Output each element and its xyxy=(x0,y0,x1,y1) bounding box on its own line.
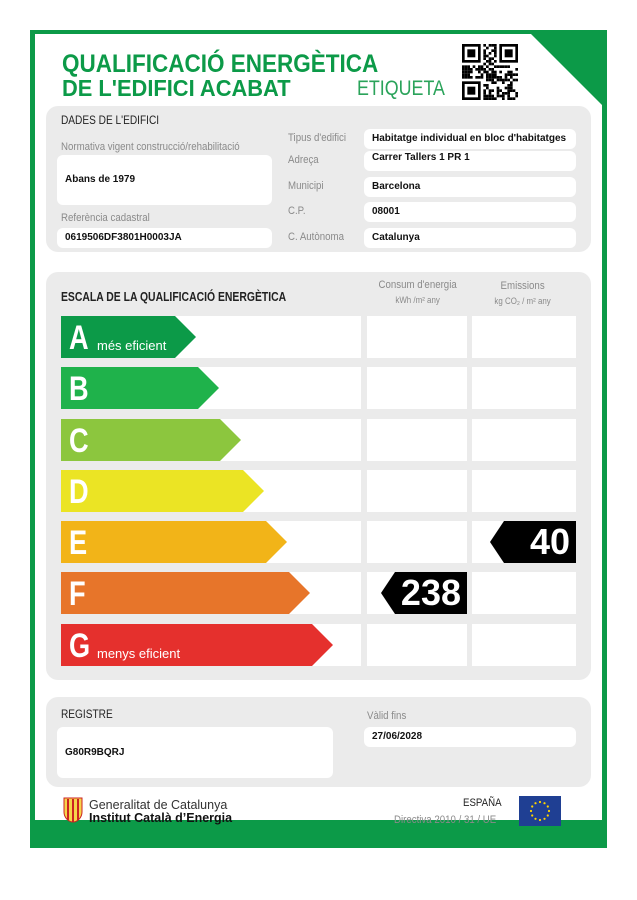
label-etiqueta: ETIQUETA xyxy=(357,77,445,100)
rating-letter: E xyxy=(69,524,88,562)
cadastral-label: Referència cadastral xyxy=(61,212,150,224)
energy-column-unit: kWh /m² any xyxy=(395,295,440,305)
field-label: C.P. xyxy=(288,205,306,217)
field-value: Habitatge individual en bloc d'habitatge… xyxy=(364,129,576,149)
field-label: Tipus d'edifici xyxy=(288,132,346,144)
scale-section-title: ESCALA DE LA QUALIFICACIÓ ENERGÈTICA xyxy=(61,289,287,304)
energy-cell xyxy=(367,419,467,461)
field-value: Carrer Tallers 1 PR 1 xyxy=(364,151,576,171)
qr-code-icon xyxy=(462,44,518,100)
title-line1: QUALIFICACIÓ ENERGÈTICA xyxy=(62,50,379,78)
rating-letter: D xyxy=(69,473,89,511)
register-value: G80R9BQRJ xyxy=(57,727,333,778)
rating-letter: G xyxy=(69,627,91,665)
building-section-title: DADES DE L'EDIFICI xyxy=(61,115,160,127)
energy-cell xyxy=(367,521,467,563)
valid-until-label: Vàlid fins xyxy=(367,710,407,722)
energy-cell xyxy=(367,624,467,666)
emissions-column-unit: kg CO₂ / m² any xyxy=(494,296,551,306)
org-generalitat: Generalitat de Catalunya xyxy=(89,798,228,812)
rating-letter: B xyxy=(69,370,89,408)
emissions-column-title: Emissions xyxy=(500,280,545,292)
field-label: Municipi xyxy=(288,180,324,192)
regulation-value: Abans de 1979 xyxy=(57,155,272,205)
energy-cell xyxy=(367,316,467,358)
rating-bar-c: C xyxy=(61,419,241,461)
rating-letter: F xyxy=(69,575,86,613)
rating-bar-d: D xyxy=(61,470,264,512)
emissions-indicator: 40 xyxy=(490,521,576,563)
energy-cell xyxy=(367,367,467,409)
rating-bar-a: A més eficient xyxy=(61,316,196,358)
catalonia-coat-icon xyxy=(63,797,83,823)
energy-cell xyxy=(367,470,467,512)
rating-bar-f: F xyxy=(61,572,310,614)
rating-caption: més eficient xyxy=(97,338,167,353)
field-value: Barcelona xyxy=(364,177,576,197)
emissions-cell xyxy=(472,419,576,461)
rating-caption: menys eficient xyxy=(97,646,181,661)
eu-flag-icon xyxy=(519,796,561,826)
emissions-cell xyxy=(472,316,576,358)
emissions-cell xyxy=(472,470,576,512)
energy-indicator: 238 xyxy=(381,572,467,614)
title-line2: DE L'EDIFICI ACABAT xyxy=(62,75,291,101)
rating-bar-g: G menys eficient xyxy=(61,624,333,666)
rating-letter: C xyxy=(69,422,89,460)
emissions-cell xyxy=(472,624,576,666)
emissions-cell xyxy=(472,367,576,409)
cadastral-value: 0619506DF3801H0003JA xyxy=(57,228,272,248)
org-icaen: Institut Català d’Energia xyxy=(89,811,233,825)
field-value: Catalunya xyxy=(364,228,576,248)
register-label: REGISTRE xyxy=(61,709,113,721)
country-label: ESPAÑA xyxy=(463,797,502,809)
rating-bar-e: E xyxy=(61,521,287,563)
field-label: C. Autònoma xyxy=(288,231,344,243)
directive-label: Directiva 2010 / 31 / UE xyxy=(394,814,497,826)
field-value: 08001 xyxy=(364,202,576,222)
rating-bar-b: B xyxy=(61,367,219,409)
regulation-label: Normativa vigent construcció/rehabilitac… xyxy=(61,141,240,153)
valid-until-value: 27/06/2028 xyxy=(364,727,576,747)
field-label: Adreça xyxy=(288,154,319,166)
emissions-cell xyxy=(472,572,576,614)
rating-letter: A xyxy=(69,319,89,357)
energy-column-title: Consum d'energia xyxy=(378,279,457,291)
